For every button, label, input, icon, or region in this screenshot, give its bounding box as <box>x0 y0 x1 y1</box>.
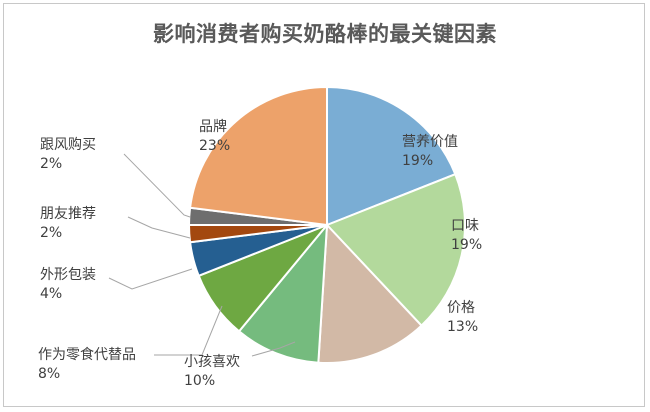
slice-percent-label: 10% <box>184 373 215 389</box>
slice-percent-label: 8% <box>38 366 60 382</box>
chart-frame: 影响消费者购买奶酪棒的最关键因素 营养价值 19% 口味 19% 价格 13% 小孩喜欢 10… <box>3 3 645 407</box>
leader-line <box>154 305 223 356</box>
pie-slice <box>317 222 423 365</box>
pie-chart: 营养价值 19% 口味 19% 价格 13% 小孩喜欢 10% 作为零食代替品 8% 外形包装 4% 朋… <box>38 85 482 389</box>
slice-label: 营养价值 <box>402 134 458 150</box>
slice-label: 外形包装 <box>40 267 96 283</box>
pie-slice <box>325 172 466 328</box>
slice-percent-label: 13% <box>447 319 478 335</box>
slice-label: 价格 <box>447 300 475 316</box>
slice-percent-label: 2% <box>40 156 62 172</box>
slice-percent-label: 19% <box>451 237 482 253</box>
slice-percent-label: 4% <box>40 286 62 302</box>
slice-label: 朋友推荐 <box>40 206 96 222</box>
pie-slice <box>326 85 457 227</box>
slice-label: 作为零食代替品 <box>38 346 136 363</box>
pie-slice <box>188 85 328 227</box>
slice-label: 品牌 <box>199 118 227 135</box>
chart-title: 影响消费者购买奶酪棒的最关键因素 <box>153 22 497 46</box>
slice-percent-label: 2% <box>40 225 62 241</box>
slice-percent-label: 23% <box>199 138 230 154</box>
leader-line <box>123 153 191 218</box>
leader-line <box>108 268 193 290</box>
leader-line <box>127 216 191 239</box>
slice-label: 小孩喜欢 <box>184 354 240 370</box>
slice-label: 口味 <box>451 218 479 234</box>
leader-line <box>251 341 296 357</box>
slice-percent-label: 19% <box>402 153 433 169</box>
slice-label: 跟风购买 <box>40 137 96 153</box>
pie-slice <box>237 221 329 364</box>
